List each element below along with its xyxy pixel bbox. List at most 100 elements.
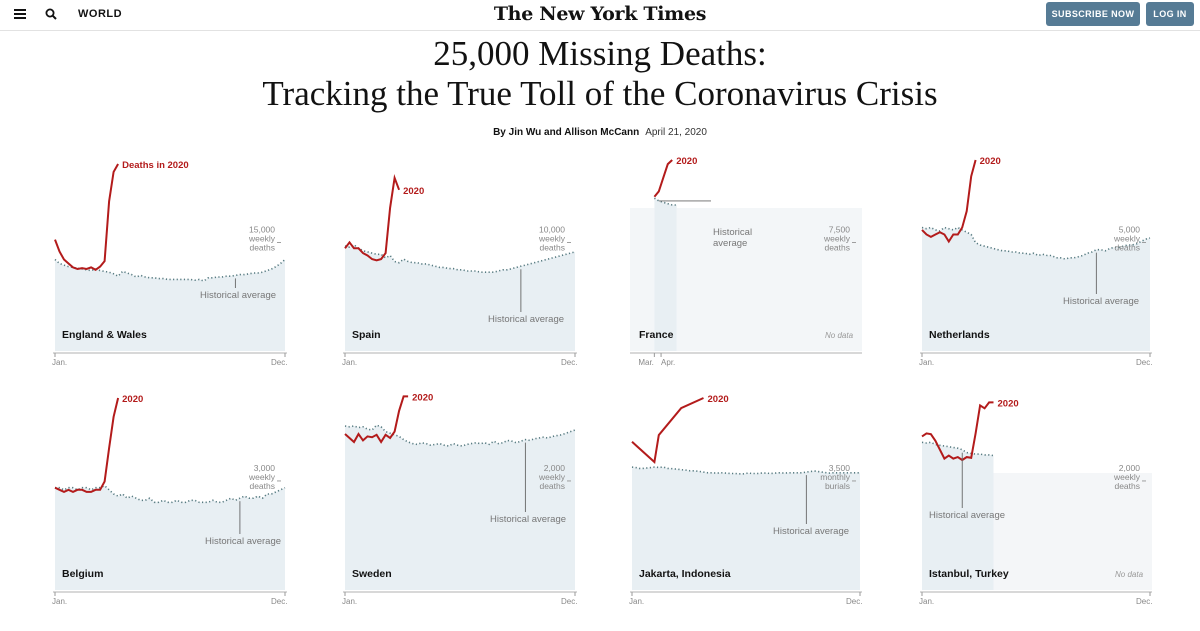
unit-label-line3: deaths [1114,481,1140,491]
x-tick-label-end: Dec. [1136,597,1152,606]
no-data-area [630,208,655,351]
unit-label-line2: weekly [248,472,276,482]
headline-line-2: Tracking the True Toll of the Coronaviru… [262,74,938,113]
historical-average-line [921,226,1151,260]
unit-value-label: 3,500 [829,463,851,473]
section-link-world[interactable]: WORLD [78,8,123,20]
historical-area [922,442,994,590]
series-label-2020: 2020 [676,156,697,167]
unit-value-label: 10,000 [539,225,565,235]
country-label: Belgium [62,568,103,580]
top-bar: WORLD The New York Times SUBSCRIBE NOW L… [0,0,1200,31]
historical-average-label: Historical average [773,526,849,537]
country-label: France [639,329,674,341]
historical-average-label: Historical average [929,510,1005,521]
series-label-2020: 2020 [998,398,1019,409]
x-tick-label-start: Jan. [342,358,357,367]
series-label-2020: 2020 [403,186,424,197]
series-label-2020: Deaths in 2020 [122,160,189,171]
chart-panel-4: 2020 Jan. Dec. Netherlands 5,000weeklydeaths… [919,156,1152,367]
country-label: Sweden [352,568,392,580]
chart-panel-1: Deaths in 2020 Jan. Dec. England & Wales 15,… [52,160,287,367]
historical-area [55,485,285,590]
search-icon[interactable] [45,8,57,20]
country-label: Netherlands [929,329,990,341]
unit-label-line3: deaths [824,243,850,253]
unit-label-line3: deaths [539,243,565,253]
unit-label-line3: deaths [1114,243,1140,253]
unit-label-line2: weekly [538,472,566,482]
x-tick-label-start: Jan. [629,597,644,606]
country-label: Jakarta, Indonesia [639,568,731,580]
historical-average-label: Historical average [713,227,752,249]
unit-value-label: 3,000 [254,463,276,473]
login-button[interactable]: LOG IN [1146,2,1194,26]
unit-label-line3: deaths [539,481,565,491]
x-tick-label-end: Dec. [561,597,577,606]
historical-area [345,244,575,351]
chart-panel-8: 2020 Jan. Dec. Istanbul, Turkey No data 2,000… [919,398,1152,606]
article-headline: 25,000 Missing Deaths: Tracking the True… [0,34,1200,114]
deaths-2020-line [921,159,977,244]
unit-label-line2: weekly [538,234,566,244]
unit-label-line3: deaths [249,243,275,253]
x-tick-label-start: Jan. [919,358,934,367]
historical-average-label: Historical average [490,514,566,525]
historical-average-line [921,441,994,457]
chart-panel-7: 2020 Jan. Dec. Jakarta, Indonesia 3,500month… [629,394,862,606]
unit-label-line2: weekly [823,234,851,244]
historical-average-label: Historical average [488,314,564,325]
deaths-2020-line [653,159,673,198]
no-data-area [993,473,1152,590]
x-tick-label-end: Dec. [846,597,862,606]
x-tick-label-start: Jan. [52,597,67,606]
no-data-label: No data [825,331,854,340]
x-tick-label-end: Dec. [561,358,577,367]
unit-value-label: 2,000 [544,463,566,473]
headline-line-1: 25,000 Missing Deaths: [433,34,767,73]
masthead-logo[interactable]: The New York Times [493,3,707,25]
x-tick-label-start: Jan. [342,597,357,606]
historical-average-label: Historical average [1063,296,1139,307]
x-tick-label-end: Dec. [271,597,287,606]
unit-label-line2: weekly [248,234,276,244]
unit-label-line3: burials [825,481,850,491]
hamburger-menu-icon[interactable] [14,9,26,19]
historical-average-line [653,197,677,206]
series-label-2020: 2020 [122,394,143,405]
no-data-area [676,208,862,351]
deaths-2020-line [54,163,119,271]
unit-label-line2: weekly [1113,472,1141,482]
historical-average-label: Historical average [200,290,276,301]
unit-label-line2: monthly [820,472,851,482]
deaths-2020-line [921,401,994,462]
historical-average-line [54,258,286,282]
unit-value-label: 5,000 [1119,225,1141,235]
deaths-2020-line [344,395,409,444]
deaths-2020-line [631,397,704,464]
series-label-2020: 2020 [980,156,1001,167]
x-tick-label-end: Apr. [661,358,675,367]
subscribe-button[interactable]: SUBSCRIBE NOW [1046,2,1140,26]
x-tick-label-end: Dec. [1136,358,1152,367]
unit-value-label: 2,000 [1119,463,1141,473]
unit-label-line2: weekly [1113,234,1141,244]
unit-value-label: 7,500 [829,225,851,235]
country-label: Spain [352,329,381,341]
series-label-2020: 2020 [708,394,729,405]
x-tick-label-start: Jan. [919,597,934,606]
historical-area [922,227,1150,351]
historical-area [654,198,677,351]
country-label: England & Wales [62,329,147,341]
historical-average-line [631,466,860,475]
historical-area [345,425,575,590]
x-tick-label-start: Jan. [52,358,67,367]
byline: By Jin Wu and Allison McCann April 21, 20… [0,127,1200,138]
chart-panel-3: 2020 Mar. Apr. France No data 7,500weeklydeat… [630,156,862,367]
unit-label-line3: deaths [249,481,275,491]
byline-authors: By Jin Wu and Allison McCann [493,127,640,138]
